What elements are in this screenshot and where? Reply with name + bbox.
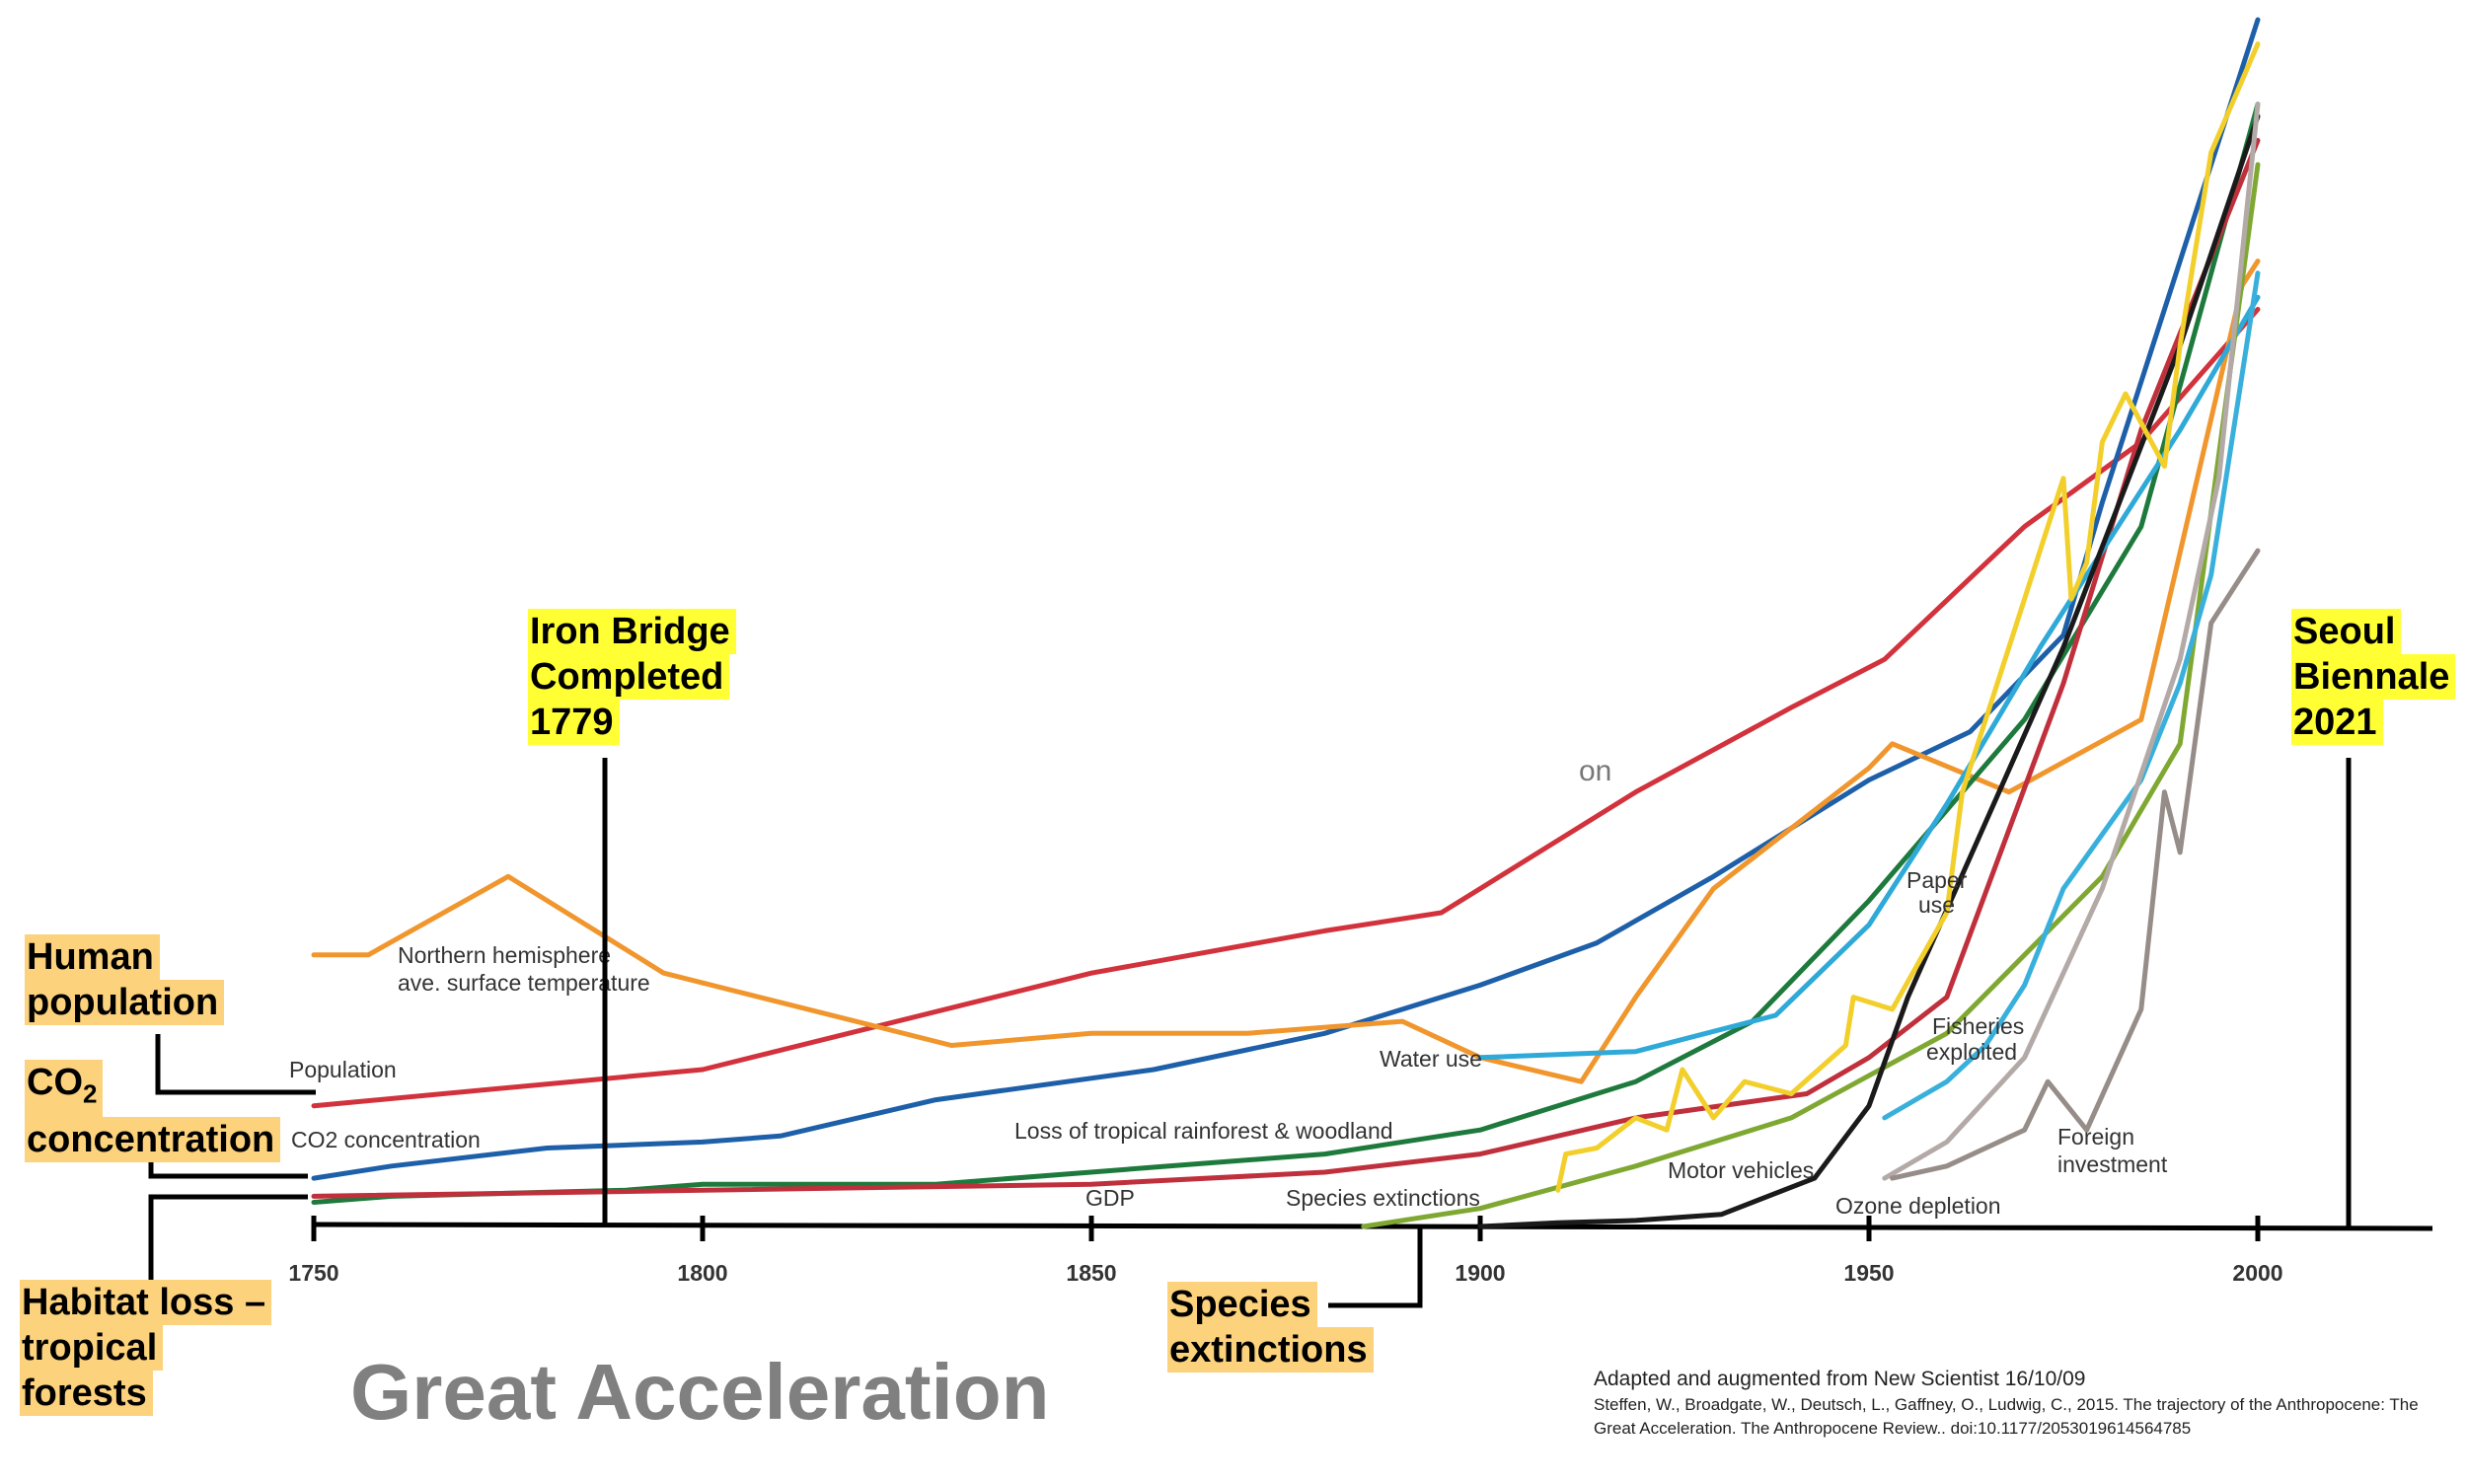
seoul-biennale-callout: Seoul Biennale 2021 (2291, 609, 2456, 745)
x-tick-label: 1850 (1066, 1260, 1116, 1286)
foreign-label-line1: Foreign (2057, 1124, 2134, 1150)
water-label: Water use (1380, 1046, 1482, 1072)
callout-line: population (25, 980, 225, 1025)
gdp-label: GDP (1085, 1185, 1135, 1211)
series-line-foreign-investment (1890, 548, 2261, 1181)
human-population-callout: Human population (25, 934, 225, 1025)
fisheries-label-line1: Fisheries (1932, 1013, 2024, 1039)
callout-line: Biennale (2291, 654, 2456, 700)
series-line-paper-use (1555, 41, 2261, 1193)
callout-line: Species (1167, 1282, 1317, 1327)
temperature-label-line2: ave. surface temperature (398, 970, 650, 996)
series-line-fisheries-exploited (1882, 270, 2261, 1121)
x-tick-label: 1950 (1843, 1260, 1894, 1286)
callout-line: extinctions (1167, 1327, 1374, 1373)
callout-line: tropical (20, 1325, 164, 1371)
series-line-species-extinctions (1361, 162, 2261, 1229)
x-tick-label: 1800 (677, 1260, 727, 1286)
remnant-text: on (1579, 755, 1612, 787)
co2-label: CO2 concentration (291, 1127, 481, 1152)
x-tick-label: 1900 (1455, 1260, 1505, 1286)
callout-line: 2021 (2291, 700, 2383, 745)
species-label: Species extinctions (1286, 1185, 1480, 1211)
co2-concentration-callout: CO2 concentration (25, 1060, 281, 1162)
habitat-pointer (148, 1194, 308, 1288)
series-line-motor-vehicles (1477, 113, 2261, 1229)
fisheries-label-line2: exploited (1926, 1039, 2017, 1065)
habitat-loss-callout: Habitat loss – tropical forests (20, 1280, 272, 1416)
series-line-population (311, 307, 2261, 1109)
series-line-northern-hemisphere-ave-surface-temperature (311, 259, 2261, 1084)
callout-line: CO2 (25, 1060, 104, 1117)
callout-line: Seoul (2291, 609, 2402, 654)
chart-title: Great Acceleration (350, 1348, 1050, 1436)
co2-prefix: CO (27, 1062, 83, 1103)
co2-subscript: 2 (83, 1078, 98, 1109)
x-tick-label: 2000 (2232, 1260, 2282, 1286)
series-line-ozone-depletion (1882, 102, 2261, 1181)
callout-line: Human (25, 934, 160, 980)
callout-line: forests (20, 1371, 153, 1416)
source-line-2: Steffen, W., Broadgate, W., Deutsch, L.,… (1594, 1395, 2419, 1438)
species-extinctions-callout: Species extinctions (1167, 1282, 1374, 1373)
temperature-label-line1: Northern hemisphere (398, 942, 611, 968)
callout-pointers (148, 758, 2352, 1308)
ozone-label: Ozone depletion (1835, 1193, 2001, 1219)
callout-line: 1779 (528, 700, 620, 745)
source-line-1: Adapted and augmented from New Scientist… (1594, 1368, 2086, 1390)
foreign-label-line2: investment (2057, 1151, 2168, 1177)
callout-line: Iron Bridge (528, 609, 736, 654)
rainforest-label: Loss of tropical rainforest & woodland (1014, 1118, 1393, 1144)
population-pointer (155, 1034, 316, 1095)
callout-line: concentration (25, 1116, 281, 1162)
x-tick-label: 1750 (288, 1260, 338, 1286)
source-citation: Adapted and augmented from New Scientist… (1594, 1366, 2442, 1441)
callout-line: Completed (528, 654, 730, 700)
series-line-water-use (1477, 294, 2261, 1061)
callout-line: Habitat loss – (20, 1280, 272, 1325)
population-label: Population (289, 1057, 397, 1082)
paper-label-line2: use (1918, 892, 1955, 918)
paper-label-line1: Paper (1906, 867, 1968, 893)
motor-label: Motor vehicles (1668, 1157, 1814, 1183)
species-pointer (1328, 1226, 1423, 1308)
iron-bridge-callout: Iron Bridge Completed 1779 (528, 609, 736, 745)
